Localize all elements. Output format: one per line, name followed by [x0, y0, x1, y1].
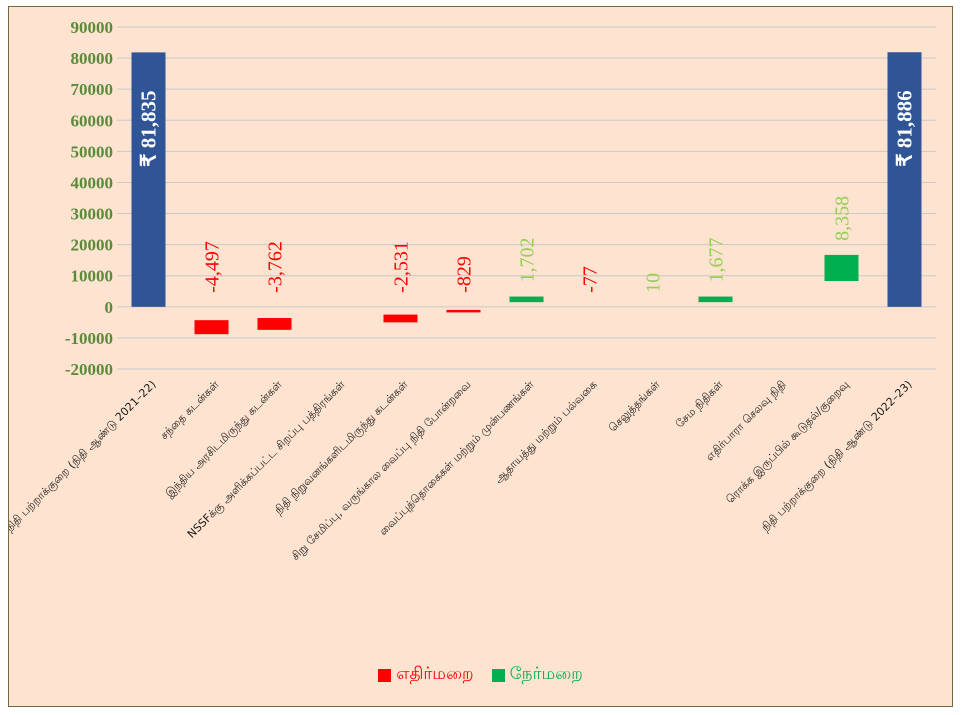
y-tick-label: -20000	[65, 360, 113, 379]
x-tick-label: நிதி நிறுவனங்களிடமிருந்து கடன்கள்	[272, 378, 411, 517]
y-tick-label: 20000	[71, 236, 114, 255]
legend-label-negative: எதிர்மறை	[396, 664, 474, 684]
bar	[509, 296, 544, 303]
x-tick-label: நிதி பற்றாக்குறை (நிதி ஆண்டு 2022–23)	[759, 378, 916, 535]
total-data-label: ₹ 81,835	[137, 91, 161, 167]
waterfall-chart: 90000 80000 70000 60000 50000 40000 30000 20000…	[9, 18, 936, 563]
data-label: -829	[454, 256, 476, 293]
x-tick-label: ரொக்க இருப்பில் கூடுதல்/குறைவு	[723, 378, 853, 508]
data-label: -4,497	[202, 241, 224, 293]
legend-item-negative: எதிர்மறை	[378, 664, 474, 686]
y-tick-label: 70000	[71, 80, 114, 99]
legend-swatch-negative	[378, 668, 392, 682]
data-label: 10	[643, 273, 665, 293]
y-tick-label: 90000	[71, 18, 114, 37]
bar	[824, 254, 859, 282]
bar	[446, 309, 481, 313]
data-label: -3,762	[265, 241, 287, 293]
data-label: -2,531	[391, 241, 413, 293]
chart-frame: 90000 80000 70000 60000 50000 40000 30000 20000…	[8, 6, 953, 707]
bar	[887, 52, 922, 307]
bar	[383, 314, 418, 323]
legend: எதிர்மறை நேர்மறை	[9, 664, 952, 686]
legend-item-positive: நேர்மறை	[491, 664, 583, 686]
bar	[194, 320, 229, 335]
y-tick-label: 10000	[71, 267, 114, 286]
data-label: 8,358	[832, 196, 854, 241]
data-label: -77	[580, 266, 602, 293]
y-tick-label: 40000	[71, 173, 114, 192]
y-tick-label: 50000	[71, 142, 114, 161]
x-tick-label: இந்திய அரசிடமிருந்து கடன்கள்	[163, 378, 285, 500]
y-tick-label: 30000	[71, 205, 114, 224]
x-tick-label: செலுத்தங்கள்	[606, 378, 663, 435]
bar	[257, 318, 292, 330]
y-tick-label: 60000	[71, 111, 114, 130]
data-label: 1,677	[706, 238, 728, 283]
legend-swatch-positive	[491, 668, 505, 682]
x-tick-label: நிதி பற்றாக்குறை (நிதி ஆண்டு 2021–22)	[9, 378, 160, 535]
y-tick-label: -10000	[65, 329, 113, 348]
x-tick-label: சந்தை கடன்கள்	[158, 378, 222, 442]
legend-label-positive: நேர்மறை	[509, 664, 583, 684]
x-tick-label: சேம நிதிகள்	[673, 378, 726, 431]
data-label: 1,702	[517, 238, 539, 283]
y-tick-label: 0	[105, 298, 114, 317]
total-data-label: ₹ 81,886	[893, 90, 917, 166]
bar	[698, 296, 733, 303]
y-tick-label: 80000	[71, 49, 114, 68]
x-tick-label: ஆதாயத்து மற்றும் பல்வகை	[492, 378, 600, 486]
bar	[131, 52, 166, 307]
